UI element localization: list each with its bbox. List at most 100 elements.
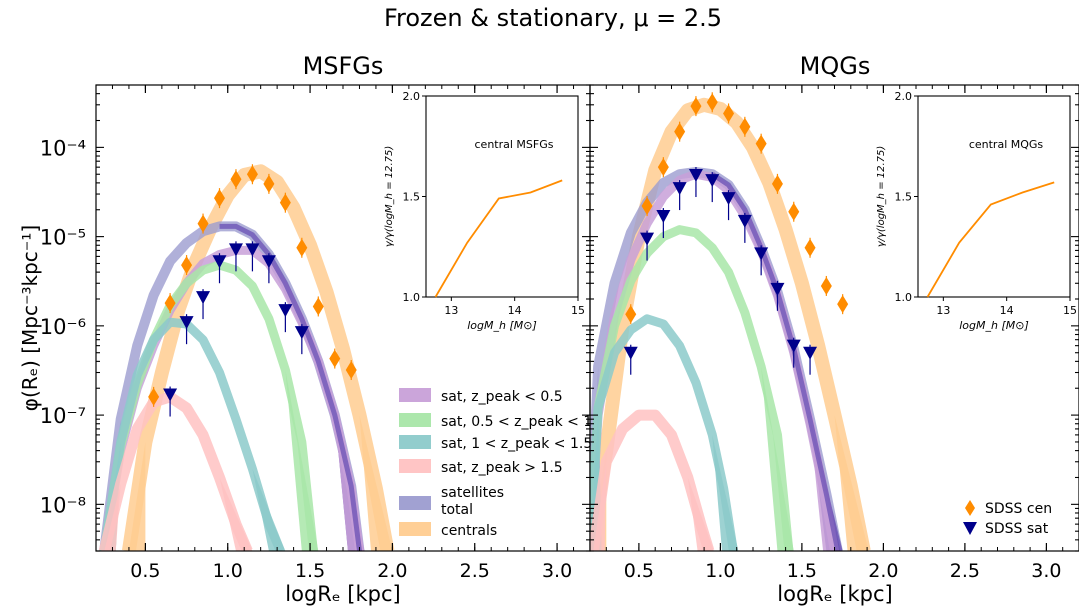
x-tick-label: 1.5 bbox=[295, 560, 325, 582]
inset-frame bbox=[425, 95, 579, 298]
sdss-cen-point bbox=[148, 387, 160, 406]
sdss-sat-point bbox=[688, 169, 703, 183]
sdss-cen-point bbox=[246, 165, 258, 184]
sdss-cen-point bbox=[312, 297, 324, 316]
sdss-sat-point bbox=[786, 339, 801, 353]
legend-swatch bbox=[399, 388, 431, 402]
sdss-sat-point bbox=[656, 210, 671, 224]
sdss-sat-point bbox=[278, 304, 293, 318]
panel-msfgs: MSFGs 0.5 1.0 1.5 2.0 2.5 3.0 10⁻⁸ 10⁻⁷ 10⁻⁶ 10⁻⁵… bbox=[18, 52, 592, 606]
inset-y-tick-label: 1.5 bbox=[403, 191, 421, 204]
legend-swatch bbox=[399, 413, 431, 427]
sdss-cen-point bbox=[197, 214, 209, 233]
sdss-cen-point bbox=[641, 197, 653, 216]
band-tail-right-z15 bbox=[219, 477, 253, 551]
legend-marker-sdss-sat bbox=[963, 522, 977, 535]
inset-line bbox=[926, 181, 1055, 298]
y-tick-label: 10⁻⁷ bbox=[40, 404, 86, 428]
legend-label: total bbox=[441, 502, 473, 518]
sdss-cen-point bbox=[723, 104, 735, 123]
y-tick-label: 10⁻⁶ bbox=[40, 315, 86, 339]
legend-label-sdss-cen: SDSS cen bbox=[985, 501, 1052, 517]
band-tail-right-centrals bbox=[359, 415, 393, 551]
legend-swatch bbox=[399, 496, 431, 510]
band-tail-right-z15 bbox=[687, 477, 714, 551]
x-tick-label: 0.5 bbox=[624, 560, 654, 582]
band-tail-left-z15 bbox=[100, 483, 121, 551]
band-tail-right-z051 bbox=[761, 366, 794, 551]
sdss-sat-point bbox=[228, 243, 243, 257]
sdss-cen-point bbox=[329, 349, 341, 368]
legend-label: satellites bbox=[441, 485, 504, 501]
legend-label: sat, 1 < z_peak < 1.5 bbox=[441, 436, 592, 452]
panel-title-mqgs: MQGs bbox=[800, 52, 871, 80]
inset-y-label: γ/γ(logM_h = 12.75) bbox=[384, 146, 395, 248]
sdss-cen-point bbox=[214, 189, 225, 208]
inset-line bbox=[434, 179, 563, 298]
ticks-msfgs: 0.5 1.0 1.5 2.0 2.5 3.0 10⁻⁸ 10⁻⁷ 10⁻⁶ 10⁻⁵ 10⁻⁴ bbox=[40, 84, 590, 582]
x-tick-label: 1.0 bbox=[705, 560, 735, 582]
inset-y-tick-label: 1.0 bbox=[895, 291, 913, 304]
band-tail-right-z051 bbox=[285, 370, 319, 551]
sdss-cen-point bbox=[230, 170, 242, 189]
inset-x-tick-label: 15 bbox=[1063, 304, 1077, 317]
inset-y-tick-label: 2.0 bbox=[895, 90, 913, 103]
x-tick-label: 2.0 bbox=[868, 560, 898, 582]
inset-title: central MSFGs bbox=[475, 138, 554, 151]
legend-marker-sdss-cen bbox=[965, 500, 975, 516]
x-tick-label: 2.0 bbox=[377, 560, 407, 582]
inset-y-tick-label: 1.0 bbox=[403, 291, 421, 304]
inset-x-tick-label: 13 bbox=[936, 304, 950, 317]
x-tick-label: 3.0 bbox=[542, 560, 572, 582]
sdss-sat-point bbox=[705, 174, 720, 188]
legend-label: sat, z_peak < 0.5 bbox=[441, 389, 563, 405]
sdss-cen-point bbox=[739, 117, 751, 136]
sdss-sat-point bbox=[212, 255, 227, 269]
y-tick-label: 10⁻⁴ bbox=[40, 136, 86, 160]
legend-label-sdss-sat: SDSS sat bbox=[985, 521, 1049, 537]
inset-x-tick-label: 14 bbox=[1000, 304, 1014, 317]
x-axis-label-mqgs: logRₑ [kpc] bbox=[777, 582, 892, 606]
ticks-mqgs: 0.5 1.0 1.5 2.0 2.5 3.0 bbox=[590, 84, 1079, 582]
legend-swatch bbox=[399, 435, 431, 449]
sdss-cen-point bbox=[837, 295, 849, 314]
sdss-cen-point bbox=[625, 305, 637, 324]
band-tail-left-centrals bbox=[125, 441, 146, 551]
x-tick-label: 3.0 bbox=[1031, 560, 1061, 582]
x-tick-label: 2.5 bbox=[460, 560, 490, 582]
inset-x-tick-label: 14 bbox=[508, 304, 522, 317]
legend-label: centrals bbox=[441, 523, 497, 539]
bands-msfgs bbox=[98, 164, 395, 551]
sdss-cen-point bbox=[755, 134, 767, 153]
sdss-sat-point bbox=[196, 291, 211, 305]
legend-label: sat, z_peak > 1.5 bbox=[441, 460, 563, 476]
sdss-sat-point bbox=[179, 316, 194, 330]
band-sat-total-upper bbox=[219, 223, 362, 551]
legend-swatch bbox=[399, 459, 431, 473]
sdss-sat-point bbox=[294, 326, 309, 340]
y-tick-label: 10⁻⁸ bbox=[40, 493, 86, 517]
sdss-cen-point bbox=[657, 158, 669, 177]
sdss-sat-point bbox=[261, 255, 276, 269]
band-tail-right-z115 bbox=[712, 434, 739, 551]
sdss-sat-point bbox=[770, 282, 785, 296]
x-tick-label: 1.0 bbox=[213, 560, 243, 582]
sdss-cen-point bbox=[279, 193, 291, 212]
sdss-sat-point bbox=[672, 182, 687, 196]
x-tick-label: 2.5 bbox=[950, 560, 980, 582]
sdss-sat-point bbox=[754, 247, 769, 261]
band-tail-right-z115 bbox=[252, 468, 286, 551]
legend-swatch bbox=[399, 522, 431, 536]
sdss-cen-point bbox=[296, 238, 308, 257]
sdss-points-mqgs bbox=[623, 92, 849, 375]
legend-components: sat, z_peak < 0.5 sat, 0.5 < z_peak < 1 sa… bbox=[399, 388, 592, 539]
sdss-cen-point bbox=[771, 174, 783, 193]
panel-title-msfgs: MSFGs bbox=[303, 52, 384, 80]
sdss-cen-point bbox=[690, 97, 702, 116]
inset-msfgs: central MSFGs 13 14 15 1.0 1.5 2.0 logM_h [M⊙] γ… bbox=[384, 90, 585, 332]
sdss-sat-point bbox=[640, 232, 655, 246]
panel-mqgs: MQGs 0.5 1.0 1.5 2.0 2.5 3.0 logRₑ [kpc] SDSS… bbox=[589, 52, 1079, 606]
sdss-sat-point bbox=[163, 388, 178, 402]
sdss-sat-point bbox=[245, 243, 260, 257]
sdss-cen-point bbox=[820, 276, 832, 295]
